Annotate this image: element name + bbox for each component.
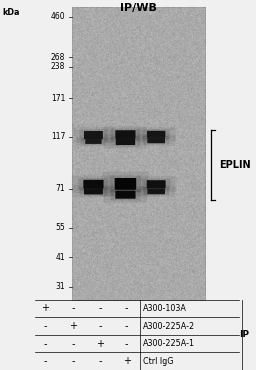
FancyBboxPatch shape xyxy=(115,178,136,190)
Text: 55: 55 xyxy=(56,223,65,232)
Text: -: - xyxy=(71,339,75,349)
Text: A300-103A: A300-103A xyxy=(143,304,187,313)
Text: EPLIN: EPLIN xyxy=(219,159,251,170)
FancyBboxPatch shape xyxy=(137,135,175,146)
FancyBboxPatch shape xyxy=(84,131,103,139)
Text: 171: 171 xyxy=(51,94,65,102)
FancyBboxPatch shape xyxy=(79,187,108,196)
FancyBboxPatch shape xyxy=(79,178,108,191)
FancyBboxPatch shape xyxy=(115,191,136,199)
Text: 117: 117 xyxy=(51,132,65,141)
FancyBboxPatch shape xyxy=(111,136,140,147)
FancyBboxPatch shape xyxy=(111,189,140,201)
Text: -: - xyxy=(71,303,75,313)
Text: -: - xyxy=(71,356,75,366)
FancyBboxPatch shape xyxy=(115,130,136,138)
Text: 268: 268 xyxy=(51,53,65,62)
FancyBboxPatch shape xyxy=(105,134,146,149)
Text: +: + xyxy=(69,321,77,331)
Text: IP/WB: IP/WB xyxy=(120,3,157,13)
FancyBboxPatch shape xyxy=(147,131,165,138)
FancyBboxPatch shape xyxy=(136,127,176,141)
FancyBboxPatch shape xyxy=(104,126,147,142)
FancyBboxPatch shape xyxy=(143,187,169,195)
FancyBboxPatch shape xyxy=(111,128,140,140)
FancyBboxPatch shape xyxy=(73,127,114,143)
Text: kDa: kDa xyxy=(3,9,20,17)
FancyBboxPatch shape xyxy=(81,138,105,145)
Text: 238: 238 xyxy=(51,62,65,71)
FancyBboxPatch shape xyxy=(137,186,175,197)
Text: Ctrl IgG: Ctrl IgG xyxy=(143,357,174,366)
FancyBboxPatch shape xyxy=(102,172,148,196)
Text: 41: 41 xyxy=(56,253,65,262)
FancyBboxPatch shape xyxy=(76,137,111,146)
FancyBboxPatch shape xyxy=(84,188,103,195)
Text: -: - xyxy=(98,321,102,331)
FancyBboxPatch shape xyxy=(83,180,103,189)
Text: 71: 71 xyxy=(56,184,65,193)
FancyBboxPatch shape xyxy=(147,137,165,143)
FancyBboxPatch shape xyxy=(147,188,165,194)
FancyBboxPatch shape xyxy=(147,180,166,188)
Text: IP: IP xyxy=(239,330,250,339)
FancyBboxPatch shape xyxy=(104,186,147,203)
FancyBboxPatch shape xyxy=(142,179,170,190)
FancyBboxPatch shape xyxy=(143,136,169,144)
FancyBboxPatch shape xyxy=(110,175,141,192)
Text: +: + xyxy=(123,356,131,366)
Text: +: + xyxy=(96,339,104,349)
Text: -: - xyxy=(43,356,47,366)
FancyBboxPatch shape xyxy=(136,176,176,192)
Text: -: - xyxy=(98,356,102,366)
Text: +: + xyxy=(41,303,49,313)
FancyBboxPatch shape xyxy=(79,129,108,141)
FancyBboxPatch shape xyxy=(73,185,114,197)
Text: -: - xyxy=(43,321,47,331)
Text: A300-225A-2: A300-225A-2 xyxy=(143,322,196,330)
Text: A300-225A-1: A300-225A-1 xyxy=(143,339,195,348)
FancyBboxPatch shape xyxy=(116,138,135,145)
Text: 31: 31 xyxy=(56,282,65,291)
FancyBboxPatch shape xyxy=(143,130,170,139)
Bar xyxy=(72,7,205,300)
FancyBboxPatch shape xyxy=(72,175,115,193)
Text: 460: 460 xyxy=(51,12,65,21)
Text: -: - xyxy=(125,321,129,331)
FancyBboxPatch shape xyxy=(85,139,102,144)
Text: -: - xyxy=(98,303,102,313)
Text: -: - xyxy=(125,303,129,313)
Text: -: - xyxy=(43,339,47,349)
Text: -: - xyxy=(125,339,129,349)
